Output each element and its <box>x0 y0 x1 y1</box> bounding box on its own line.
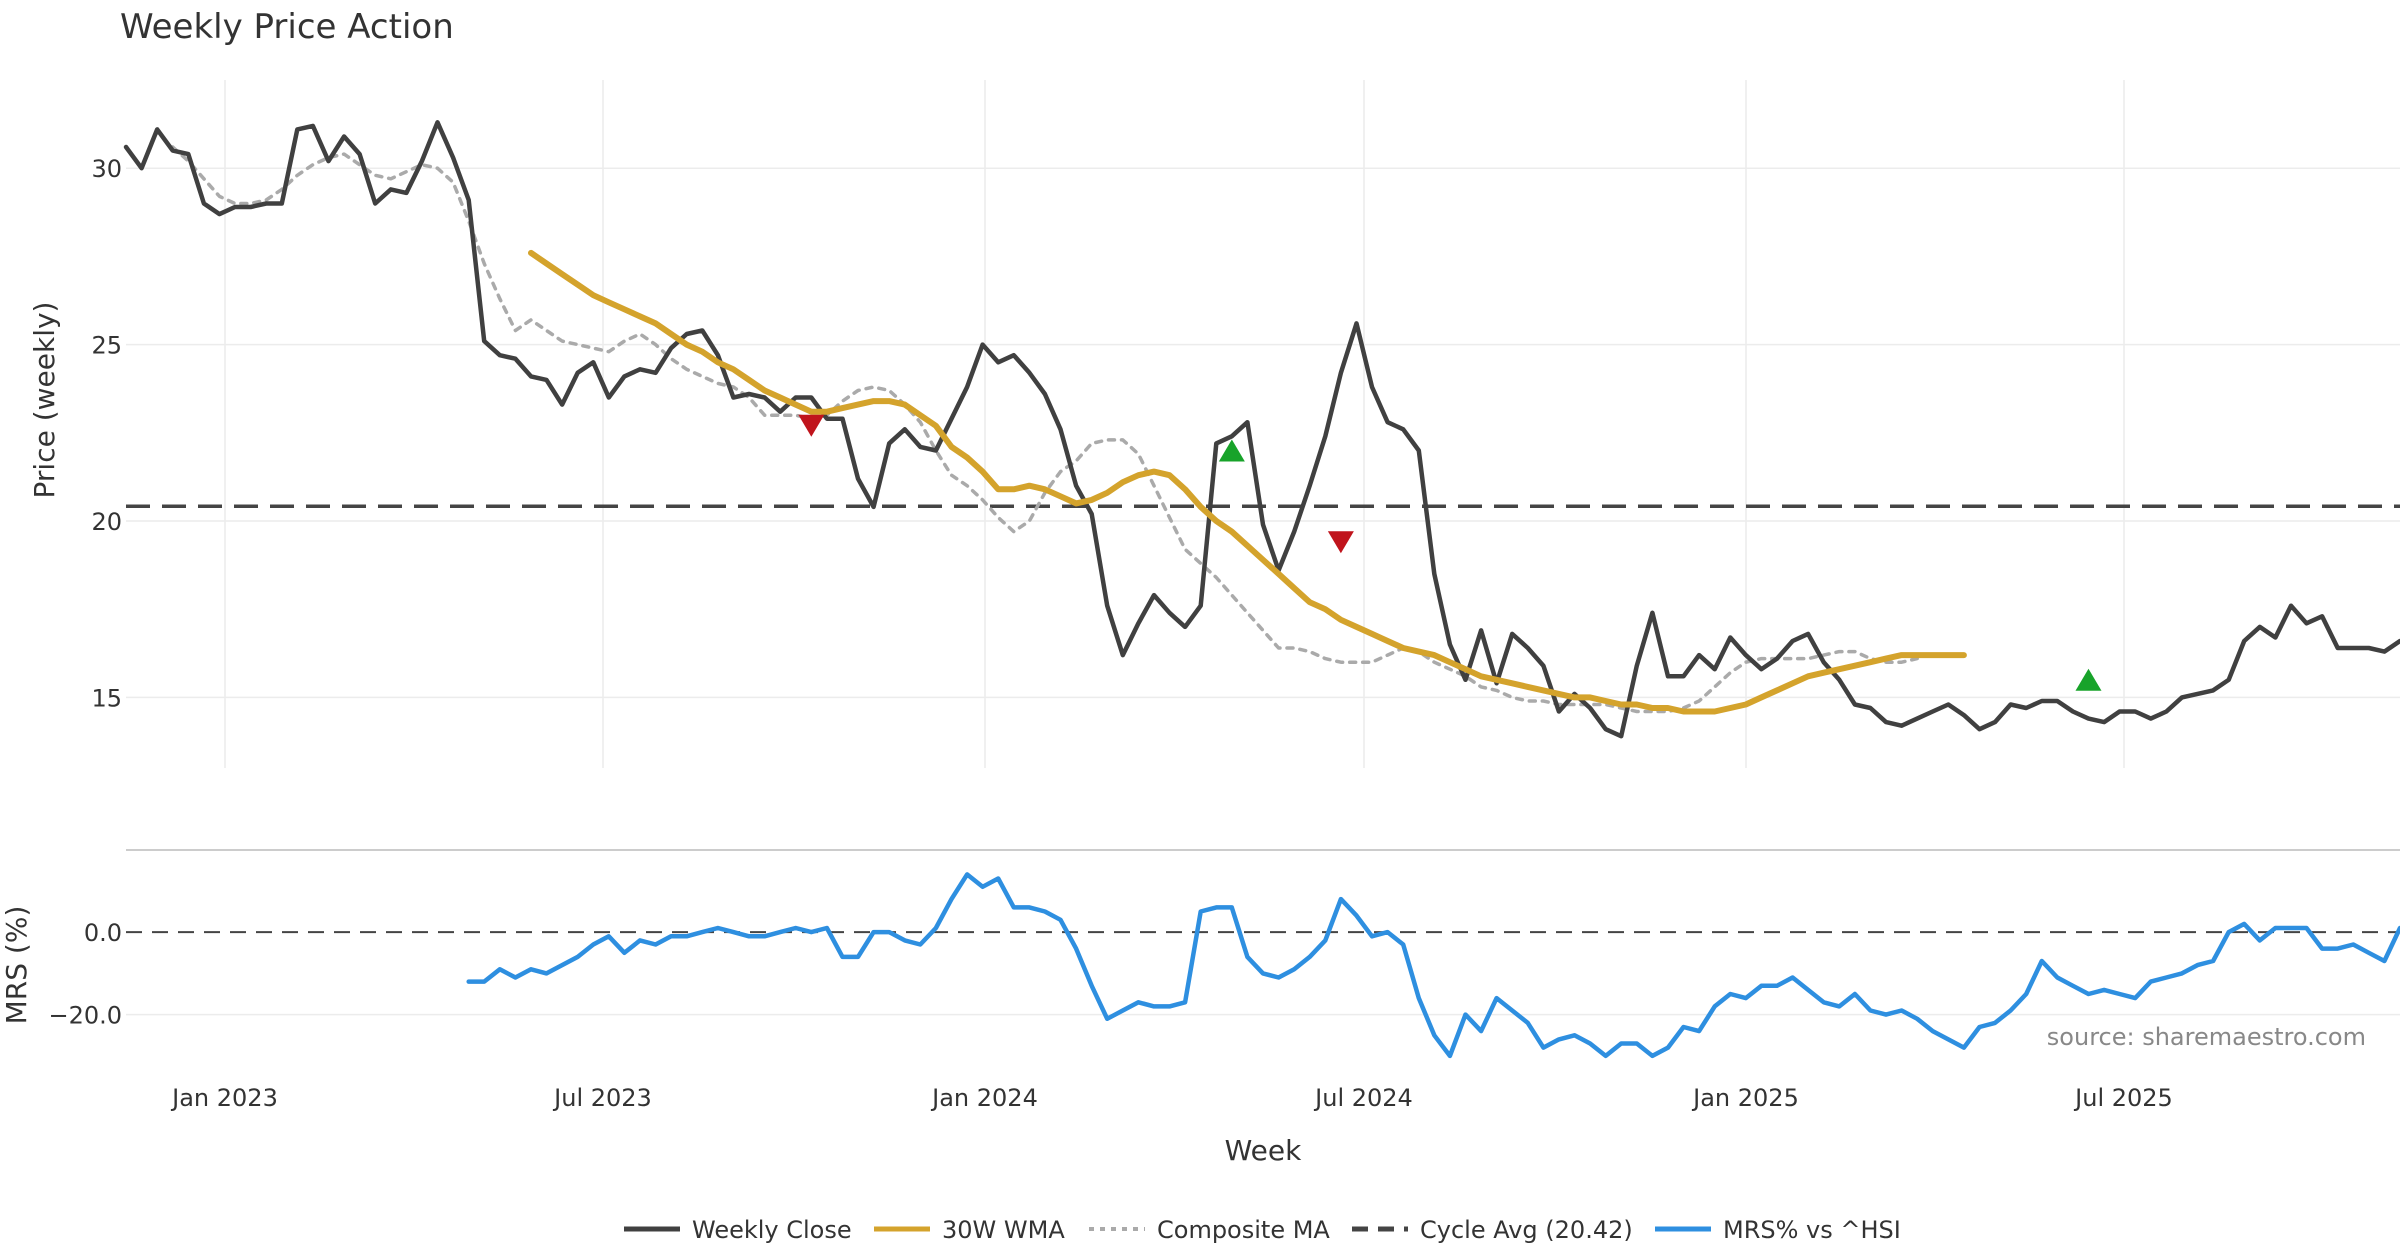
legend-label-1: 30W WMA <box>942 1216 1065 1244</box>
price-y-ticks: 15 20 25 30 <box>91 155 122 712</box>
sell-signal-marker <box>1327 531 1354 554</box>
wma-30w-line <box>528 249 1967 715</box>
price-y-tick-label: 15 <box>91 684 122 712</box>
mrs-y-tick-label: −20.0 <box>48 1002 122 1030</box>
mrs-panel: 0.0 −20.0 MRS (%) source: sharemaestro.co… <box>0 872 2400 1059</box>
legend-label-2: Composite MA <box>1157 1216 1330 1244</box>
signal-markers <box>798 414 2102 691</box>
x-tick-label: Jul 2024 <box>1313 1084 1413 1112</box>
mrs-y-axis-label: MRS (%) <box>0 906 33 1025</box>
x-tick-label: Jan 2025 <box>1691 1084 1799 1112</box>
source-credit: source: sharemaestro.com <box>2047 1023 2366 1051</box>
legend: Weekly Close 30W WMA Composite MA Cycle Avg… <box>624 1216 1901 1244</box>
x-tick-label: Jul 2025 <box>2073 1084 2173 1112</box>
x-tick-label: Jan 2024 <box>930 1084 1038 1112</box>
price-panel: 15 20 25 30 Price (weekly) <box>28 80 2400 768</box>
x-tick-label: Jan 2023 <box>170 1084 278 1112</box>
legend-label-3: Cycle Avg (20.42) <box>1420 1216 1633 1244</box>
legend-label-4: MRS% vs ^HSI <box>1723 1216 1901 1244</box>
price-series-group <box>123 120 2400 739</box>
price-y-tick-label: 25 <box>91 332 122 360</box>
weekly-close-line <box>123 120 2400 739</box>
x-axis-label: Week <box>1225 1134 1302 1167</box>
x-axis-ticks: Jan 2023 Jul 2023 Jan 2024 Jul 2024 Jan 2025… <box>170 1084 2173 1112</box>
x-tick-label: Jul 2023 <box>552 1084 652 1112</box>
price-y-tick-label: 20 <box>91 508 122 536</box>
mrs-series-group <box>466 872 2400 1059</box>
price-y-tick-label: 30 <box>91 155 122 183</box>
sell-signal-marker <box>798 414 825 437</box>
buy-signal-marker <box>1218 439 1245 462</box>
legend-label-0: Weekly Close <box>692 1216 852 1244</box>
chart-title: Weekly Price Action <box>120 7 454 47</box>
mrs-line <box>466 872 2400 1059</box>
mrs-y-tick-label: 0.0 <box>84 919 122 947</box>
buy-signal-marker <box>2075 668 2102 691</box>
mrs-y-ticks: 0.0 −20.0 <box>48 919 122 1030</box>
price-y-axis-label: Price (weekly) <box>28 302 61 499</box>
price-grid <box>126 80 2400 768</box>
